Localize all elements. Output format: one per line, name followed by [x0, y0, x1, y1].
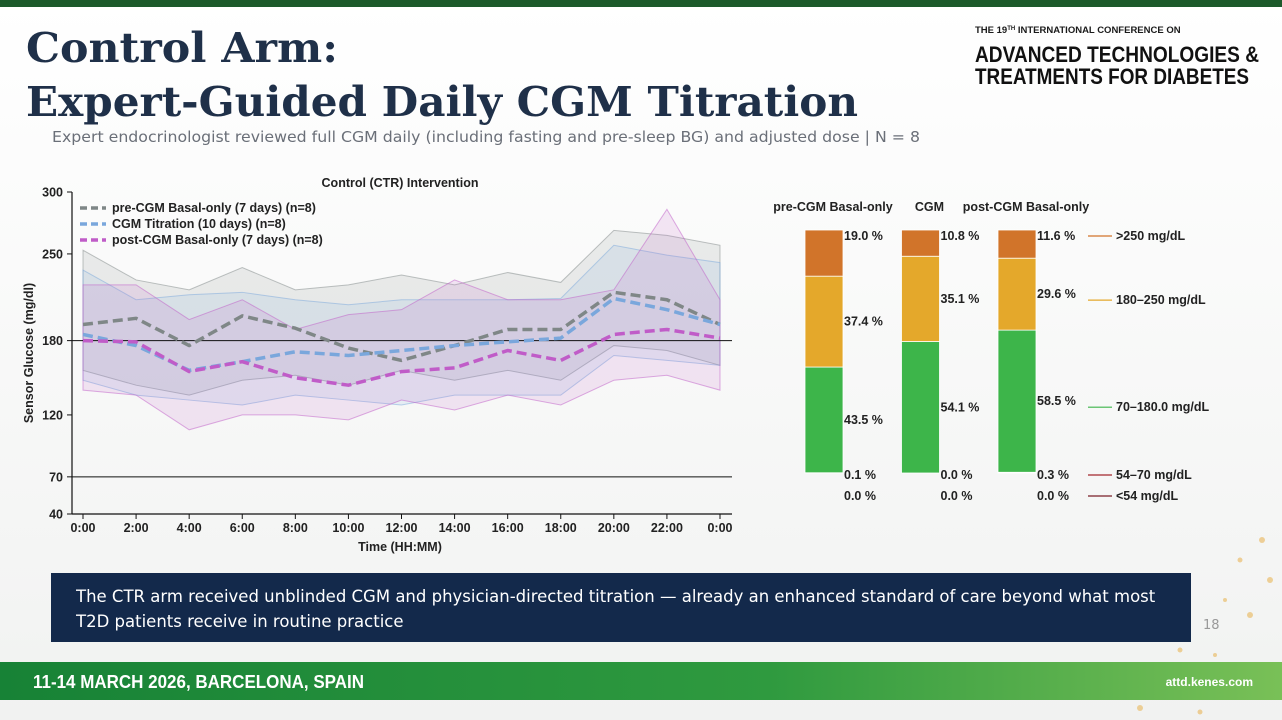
logo-text: INTERNATIONAL CONFERENCE ON — [1015, 25, 1181, 36]
value-label: 0.0 % — [844, 489, 876, 503]
top-strip — [0, 0, 1282, 7]
legend-label: CGM Titration (10 days) (n=8) — [112, 217, 286, 231]
page-number: 18 — [1203, 618, 1220, 633]
value-label: 37.4 % — [844, 315, 883, 329]
value-label: 43.5 % — [844, 413, 883, 427]
footer-event: 11-14 MARCH 2026, BARCELONA, SPAIN — [33, 672, 364, 692]
bar-segment — [901, 255, 940, 342]
x-tick-label: 2:00 — [124, 521, 149, 535]
category-label: CGM — [915, 200, 944, 214]
bar-segment — [804, 275, 844, 368]
x-tick-label: 8:00 — [283, 521, 308, 535]
logo-sup: TH — [1007, 26, 1015, 32]
y-tick-label: 120 — [42, 408, 63, 422]
title-line: Control Arm: — [26, 24, 338, 72]
callout-text: The CTR arm received unblinded CGM and p… — [76, 587, 1156, 631]
footer-website: attd.kenes.com — [1166, 675, 1253, 689]
legend-label: pre-CGM Basal-only (7 days) (n=8) — [112, 201, 316, 215]
value-label: 35.1 % — [941, 292, 980, 306]
value-label: 0.0 % — [941, 468, 973, 482]
logo-small: THE 19TH INTERNATIONAL CONFERENCE ON — [975, 25, 1181, 36]
value-label: 11.6 % — [1037, 229, 1075, 243]
x-tick-label: 14:00 — [439, 521, 471, 535]
category-label: pre-CGM Basal-only — [773, 200, 893, 214]
stacked-bar-chart: pre-CGM Basal-only 0.0 % 0.1 % 43.5 % 37.4 %… — [773, 200, 1209, 503]
band — [82, 208, 721, 431]
y-tick-label: 300 — [42, 186, 63, 200]
x-tick-label: 16:00 — [492, 521, 524, 535]
bar-segment — [997, 229, 1037, 259]
x-tick-label: 18:00 — [545, 521, 577, 535]
bar-segment — [804, 229, 844, 277]
bar-segment — [997, 257, 1037, 331]
series-line — [82, 327, 721, 387]
line-chart: Control (CTR) Intervention pre-CGM Basal-… — [22, 176, 733, 554]
y-axis-label: Sensor Glucose (mg/dl) — [22, 283, 36, 423]
value-label: 58.5 % — [1037, 394, 1076, 408]
bar-segment — [804, 366, 844, 474]
legend-label: <54 mg/dL — [1116, 489, 1179, 503]
logo-text: THE 19 — [975, 25, 1007, 36]
x-tick-label: 0:00 — [70, 521, 95, 535]
x-tick-label: 4:00 — [177, 521, 202, 535]
legend-label: post-CGM Basal-only (7 days) (n=8) — [112, 233, 323, 247]
callout-box — [51, 573, 1191, 642]
title-line: Expert-Guided Daily CGM Titration — [26, 78, 858, 126]
x-tick-label: 12:00 — [386, 521, 418, 535]
y-tick-label: 250 — [42, 247, 63, 261]
value-label: 19.0 % — [844, 229, 883, 243]
legend-label: 70–180.0 mg/dL — [1116, 400, 1209, 414]
x-tick-label: 0:00 — [707, 521, 732, 535]
x-tick-label: 22:00 — [651, 521, 683, 535]
y-tick-label: 40 — [49, 508, 63, 522]
value-label: 0.0 % — [1037, 489, 1069, 503]
value-label: 0.1 % — [844, 468, 876, 482]
y-tick-label: 70 — [49, 470, 63, 484]
value-label: 29.6 % — [1037, 287, 1076, 301]
y-tick-label: 180 — [42, 334, 63, 348]
value-label: 54.1 % — [941, 400, 980, 414]
x-tick-label: 20:00 — [598, 521, 630, 535]
value-label: 0.3 % — [1037, 468, 1069, 482]
chart-title: Control (CTR) Intervention — [322, 176, 479, 190]
bar-segment — [901, 229, 940, 257]
x-axis-label: Time (HH:MM) — [358, 540, 442, 554]
x-tick-label: 10:00 — [332, 521, 364, 535]
bar-segment — [997, 329, 1037, 473]
series-line — [82, 290, 721, 363]
decoration — [1137, 537, 1273, 715]
legend-label: 54–70 mg/dL — [1116, 468, 1192, 482]
bar-segment — [901, 341, 940, 474]
legend-label: 180–250 mg/dL — [1116, 293, 1206, 307]
logo-line: TREATMENTS FOR DIABETES — [975, 64, 1249, 89]
logo-line: ADVANCED TECHNOLOGIES & — [975, 42, 1259, 67]
subtitle: Expert endocrinologist reviewed full CGM… — [52, 128, 920, 146]
value-label: 10.8 % — [941, 229, 980, 243]
value-label: 0.0 % — [941, 489, 973, 503]
footer-band — [0, 662, 1282, 700]
x-tick-label: 6:00 — [230, 521, 255, 535]
category-label: post-CGM Basal-only — [963, 200, 1089, 214]
legend-label: >250 mg/dL — [1116, 229, 1185, 243]
callout: The CTR arm received unblinded CGM and p… — [76, 587, 1156, 631]
